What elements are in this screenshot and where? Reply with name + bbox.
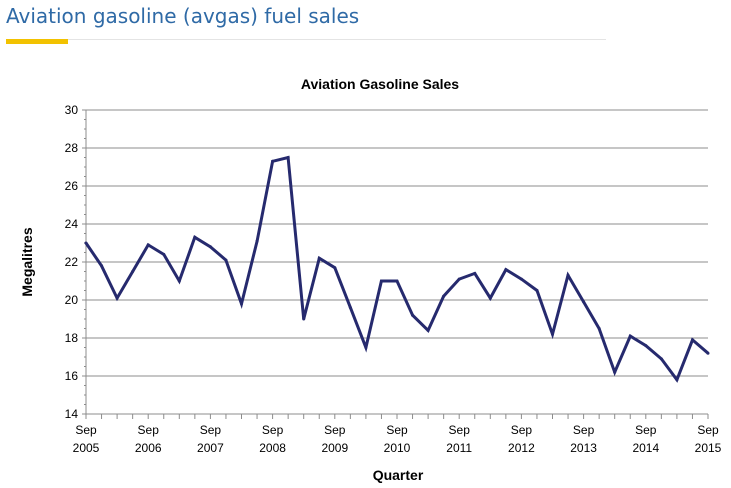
- data-point: [426, 328, 430, 332]
- data-point: [535, 289, 539, 292]
- y-tick-label: 14: [65, 407, 79, 421]
- axes: [82, 109, 709, 419]
- gridlines: [86, 109, 708, 377]
- data-point: [628, 334, 632, 338]
- data-point: [255, 239, 259, 243]
- data-point: [395, 279, 399, 283]
- x-tick-label-year: 2008: [259, 441, 286, 455]
- data-point: [457, 277, 461, 281]
- x-tick-label-year: 2012: [508, 441, 535, 455]
- heading-accent-bar: [6, 39, 68, 44]
- y-tick-label: 28: [65, 141, 79, 155]
- data-point: [690, 338, 694, 342]
- y-tick-label: 22: [65, 255, 79, 269]
- data-point: [411, 313, 415, 317]
- data-point: [177, 279, 181, 283]
- y-tick-label: 16: [65, 369, 79, 383]
- x-tick-label-year: 2015: [695, 441, 722, 455]
- y-tick-label: 30: [65, 103, 79, 117]
- data-point: [442, 294, 446, 298]
- data-point: [317, 256, 321, 260]
- x-tick-label-month: Sep: [511, 423, 533, 437]
- x-axis-tick-labels: Sep 2005 Sep 2006 Sep 2007 Sep 2008 Sep 2009 Sep 20…: [73, 423, 722, 455]
- x-tick-label-month: Sep: [573, 423, 595, 437]
- data-point: [706, 351, 710, 355]
- data-point: [675, 378, 679, 382]
- x-tick-label-month: Sep: [324, 423, 346, 437]
- data-point: [224, 258, 228, 262]
- x-tick-label-month: Sep: [635, 423, 657, 437]
- data-point: [333, 266, 337, 270]
- x-tick-label-year: 2010: [384, 441, 411, 455]
- data-point: [473, 271, 477, 275]
- data-point: [488, 296, 492, 300]
- y-tick-label: 24: [65, 217, 79, 231]
- data-point: [504, 268, 508, 272]
- x-tick-label-month: Sep: [138, 423, 160, 437]
- data-point: [582, 300, 586, 304]
- x-tick-label-year: 2013: [570, 441, 597, 455]
- y-axis-title: Megalitres: [19, 227, 35, 296]
- data-point: [84, 241, 88, 245]
- x-tick-label-year: 2006: [135, 441, 162, 455]
- data-point: [100, 264, 104, 268]
- data-point: [208, 245, 212, 249]
- y-tick-label: 18: [65, 331, 79, 345]
- y-tick-label: 26: [65, 179, 79, 193]
- data-point: [644, 344, 648, 348]
- data-point: [240, 302, 243, 306]
- data-point: [193, 235, 197, 239]
- chart-title: Aviation Gasoline Sales: [301, 76, 459, 92]
- data-point: [146, 243, 150, 247]
- x-tick-label-month: Sep: [262, 423, 284, 437]
- data-point: [131, 270, 135, 273]
- data-point: [286, 156, 290, 159]
- x-tick-label-month: Sep: [200, 423, 222, 437]
- x-tick-label-month: Sep: [697, 423, 719, 437]
- data-point: [659, 357, 663, 361]
- x-tick-label-month: Sep: [75, 423, 97, 437]
- data-point: [302, 317, 306, 321]
- x-tick-label-year: 2014: [632, 441, 659, 455]
- data-point: [551, 332, 554, 336]
- data-point: [566, 273, 570, 277]
- x-tick-label-year: 2011: [446, 441, 472, 455]
- page-title: Aviation gasoline (avgas) fuel sales: [6, 4, 360, 28]
- data-point: [364, 346, 368, 349]
- data-point: [597, 327, 601, 330]
- data-point: [348, 306, 352, 310]
- data-point: [519, 277, 523, 281]
- x-tick-label-year: 2005: [73, 441, 100, 455]
- y-axis-tick-labels: 14 16 18 20 22 24 26 28 30: [65, 103, 79, 421]
- data-point: [162, 252, 166, 256]
- x-tick-label-month: Sep: [386, 423, 408, 437]
- x-axis-title: Quarter: [373, 467, 424, 483]
- data-point: [379, 279, 383, 283]
- series-layer: [84, 155, 710, 383]
- heading-divider: [6, 39, 606, 40]
- x-tick-label-year: 2007: [197, 441, 224, 455]
- data-point: [271, 159, 275, 163]
- x-tick-label-year: 2009: [321, 441, 348, 455]
- y-tick-label: 20: [65, 293, 79, 307]
- data-point: [115, 296, 119, 300]
- x-tick-label-month: Sep: [449, 423, 471, 437]
- series-line-aviation-gasoline-sales: [84, 155, 709, 383]
- data-point: [613, 370, 617, 374]
